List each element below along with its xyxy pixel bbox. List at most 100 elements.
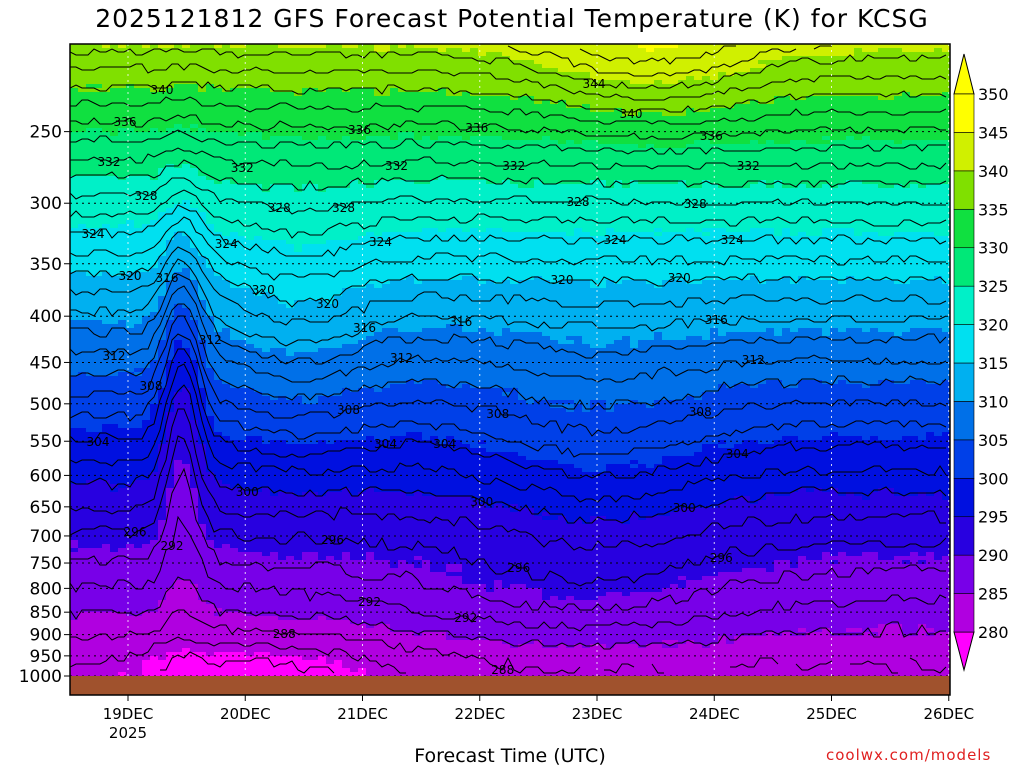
fill-cell (166, 512, 199, 517)
fill-cell (174, 476, 191, 481)
fill-cell (806, 276, 847, 281)
fill-cell (630, 184, 687, 189)
fill-cell (182, 648, 191, 653)
fill-cell (286, 348, 319, 353)
fill-cell (366, 668, 950, 673)
fill-cell (830, 488, 839, 493)
fill-cell (766, 568, 775, 573)
fill-cell (758, 276, 783, 281)
fill-cell (174, 84, 199, 89)
fill-cell (174, 204, 191, 209)
fill-cell (214, 372, 950, 377)
fill-cell (406, 560, 423, 565)
fill-cell (758, 60, 950, 65)
fill-cell (206, 84, 215, 89)
contour-label: 320 (316, 297, 339, 311)
fill-cell (118, 424, 143, 429)
fill-cell (910, 560, 919, 565)
fill-cell (510, 392, 519, 397)
fill-cell (70, 532, 159, 537)
fill-cell (350, 620, 950, 625)
fill-cell (942, 492, 950, 497)
fill-cell (686, 280, 703, 285)
fill-cell (70, 104, 567, 109)
fill-cell (222, 328, 231, 333)
fill-cell (142, 660, 327, 665)
fill-cell (70, 668, 143, 673)
fill-cell (766, 64, 950, 69)
contour-label: 296 (321, 533, 344, 547)
fill-cell (638, 464, 647, 469)
fill-cell (446, 564, 463, 569)
fill-cell (158, 340, 175, 345)
fill-cell (726, 384, 735, 389)
fill-cell (422, 492, 767, 497)
contour-label: 332 (502, 159, 525, 173)
fill-cell (566, 100, 751, 105)
y-tick-label: 1000 (19, 667, 62, 687)
fill-cell (206, 600, 950, 605)
fill-cell (214, 316, 950, 321)
contour-line (70, 63, 947, 101)
fill-cell (830, 136, 847, 141)
fill-cell (70, 592, 167, 597)
credit-link[interactable]: coolwx.com/models (826, 746, 992, 764)
fill-cell (166, 288, 199, 293)
fill-cell (774, 560, 791, 565)
fill-cell (270, 348, 287, 353)
fill-cell (462, 276, 479, 281)
colorbar-tick-label: 315 (978, 354, 1009, 373)
fill-cell (574, 644, 583, 649)
fill-cell (150, 412, 167, 417)
fill-cell (566, 408, 575, 413)
fill-cell (574, 464, 607, 469)
fill-cell (366, 556, 375, 561)
fill-cell (878, 436, 903, 441)
fill-cell (70, 468, 159, 473)
fill-cell (190, 128, 199, 133)
fill-cell (262, 488, 271, 493)
fill-cell (854, 228, 950, 233)
fill-cell (494, 584, 503, 589)
fill-cell (102, 44, 111, 49)
contour-line (70, 114, 946, 140)
contour-label: 304 (374, 437, 397, 451)
fill-cell (518, 392, 703, 397)
fill-cell (230, 384, 391, 389)
fill-cell (158, 128, 167, 133)
fill-cell (774, 332, 783, 337)
contour-label: 312 (103, 349, 126, 363)
fill-cell (446, 568, 463, 573)
fill-cell (150, 88, 167, 93)
fill-cell (382, 328, 399, 333)
fill-cell (726, 636, 735, 641)
contour-label: 300 (236, 485, 259, 499)
fill-cell (838, 560, 903, 565)
fill-cell (790, 564, 799, 569)
fill-cell (910, 184, 919, 189)
fill-cell (654, 144, 687, 149)
fill-cell (750, 276, 759, 281)
contour-line (70, 129, 946, 155)
fill-cell (710, 336, 950, 341)
fill-cell (254, 388, 343, 393)
fill-cell (214, 272, 950, 277)
fill-cell (694, 108, 711, 113)
fill-cell (574, 408, 583, 413)
fill-cell (550, 336, 567, 341)
fill-cell (70, 536, 159, 541)
fill-cell (278, 44, 327, 49)
fill-cell (70, 188, 263, 193)
fill-cell (518, 96, 535, 101)
fill-cell (622, 184, 631, 189)
fill-cell (214, 472, 950, 477)
fill-cell (278, 616, 319, 621)
contour-line (850, 660, 898, 674)
fill-cell (214, 180, 223, 185)
fill-cell (422, 328, 463, 333)
fill-cell (934, 492, 943, 497)
contour-line (70, 81, 947, 113)
fill-cell (582, 468, 607, 473)
fill-cell (198, 336, 231, 341)
